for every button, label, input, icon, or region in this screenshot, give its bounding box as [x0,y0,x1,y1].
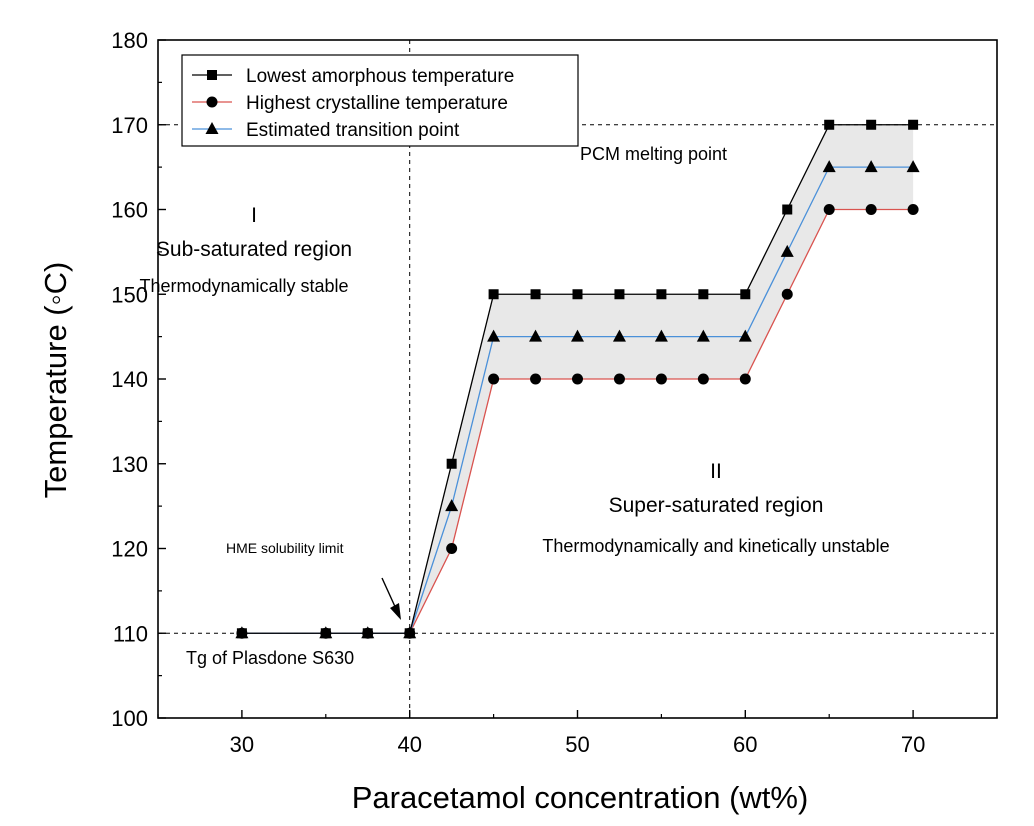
legend-label: Lowest amorphous temperature [246,66,514,87]
series-square [241,124,914,634]
data-point-triangle [612,329,626,342]
x-tick-label: 60 [733,732,757,757]
hme-solubility-label: HME solubility limit [226,540,344,556]
data-point-square [572,289,583,300]
x-tick-label: 70 [901,732,925,757]
data-point-circle [613,373,625,385]
data-point-triangle [696,329,710,342]
data-point-circle [907,204,919,215]
hme-arrow [381,577,401,620]
y-tick-label: 120 [111,537,148,562]
legend-marker-triangle [205,122,219,134]
data-point-square [782,204,793,215]
data-point-triangle [445,499,459,512]
data-point-circle [572,373,583,385]
data-point-square [446,458,457,469]
legend-item-triangle: Estimated transition point [192,120,460,141]
data-point-square [698,289,709,300]
y-axis-title: Temperature (◦C) [38,262,73,499]
data-point-circle [488,373,500,385]
legend-item-circle: Highest crystalline temperature [192,93,508,114]
y-tick-label: 150 [111,282,148,307]
data-point-triangle [529,329,543,342]
data-point-triangle [780,244,794,257]
region-1-name: Sub-saturated region [156,238,352,261]
data-point-triangle [654,329,668,342]
x-tick-label: 30 [230,732,254,757]
y-tick-label: 180 [111,28,148,53]
series-points-square [236,119,919,639]
data-point-triangle [822,160,836,173]
legend-label: Estimated transition point [246,120,460,141]
region-2-number: II [710,460,722,483]
series-points-circle [236,204,919,639]
legend-box [181,54,579,147]
data-point-triangle [864,160,878,173]
data-point-triangle [487,329,501,342]
data-point-triangle [906,160,920,173]
pcm-melting-point-label: PCM melting point [580,144,727,164]
data-point-circle [655,373,667,385]
y-tick-label: 100 [111,706,148,731]
tg-label: Tg of Plasdone S630 [186,648,354,668]
region-1-description: Thermodynamically stable [139,276,348,296]
series-line-circle [241,208,914,634]
y-tick-label: 160 [111,198,148,223]
data-point-square [236,628,247,639]
data-point-circle [697,373,709,385]
y-tick-label: 140 [111,367,148,392]
data-point-square [488,289,499,300]
legend-marker-circle [206,96,218,108]
x-axis-title: Paracetamol concentration (wt%) [352,780,809,815]
y-tick-label: 110 [113,621,148,646]
data-point-square [404,628,415,639]
data-point-square [362,628,373,639]
y-tick-label: 170 [111,113,148,138]
x-tick-label: 50 [565,732,589,757]
legend-label: Highest crystalline temperature [246,93,508,114]
data-point-circle [446,543,458,554]
region-1-number: I [251,204,257,227]
data-point-triangle [738,329,752,342]
series-layer [235,119,920,639]
axes-layer: 30 40 50 60 70 100 110 120 130 140 150 160 170 180 [111,28,998,757]
y-tick-label: 130 [111,452,148,477]
series-circle [241,208,914,634]
data-point-square [530,289,541,300]
data-point-circle [739,373,751,385]
legend-marker-square [207,70,217,80]
legend: Lowest amorphous temperature Highest crys… [181,54,579,147]
x-tick-label: 40 [397,732,421,757]
data-point-square [656,289,667,300]
data-point-square [908,119,919,130]
data-point-triangle [571,329,584,342]
legend-item-square: Lowest amorphous temperature [192,66,514,87]
data-point-circle [865,204,877,215]
series-line-square [241,124,914,634]
data-point-circle [823,204,835,215]
data-point-square [320,628,331,639]
data-point-circle [781,288,793,300]
region-2-name: Super-saturated region [609,494,824,517]
data-point-square [614,289,625,300]
data-point-circle [530,373,542,385]
data-point-square [824,119,835,130]
data-point-square [740,289,751,300]
data-point-square [866,119,877,130]
region-2-description: Thermodynamically and kinetically unstab… [542,536,889,556]
